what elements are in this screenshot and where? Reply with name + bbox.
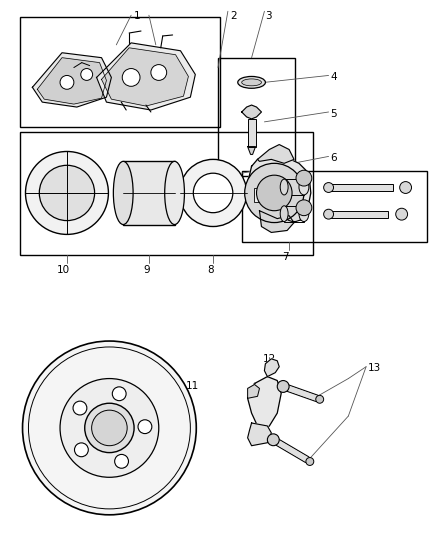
Circle shape: [267, 434, 279, 446]
Circle shape: [60, 76, 74, 89]
Bar: [328, 184, 393, 191]
Ellipse shape: [165, 161, 184, 224]
Polygon shape: [247, 377, 281, 430]
Circle shape: [92, 410, 127, 446]
Ellipse shape: [299, 206, 309, 222]
Circle shape: [151, 64, 167, 80]
Bar: [328, 211, 388, 217]
Circle shape: [316, 395, 324, 403]
Ellipse shape: [299, 179, 309, 195]
Circle shape: [81, 69, 92, 80]
Text: 6: 6: [331, 154, 337, 164]
Circle shape: [138, 420, 152, 434]
Text: 5: 5: [331, 109, 337, 119]
Circle shape: [306, 457, 314, 465]
Circle shape: [277, 381, 289, 392]
Circle shape: [25, 151, 109, 235]
Bar: [284, 206, 304, 222]
Polygon shape: [265, 359, 279, 377]
Circle shape: [193, 173, 233, 213]
Text: 8: 8: [207, 265, 214, 275]
Circle shape: [39, 165, 95, 221]
Circle shape: [257, 175, 292, 211]
Text: 2: 2: [230, 11, 237, 21]
Polygon shape: [37, 58, 106, 104]
Polygon shape: [96, 43, 195, 110]
Text: 9: 9: [143, 265, 150, 275]
Circle shape: [245, 163, 304, 223]
Polygon shape: [258, 144, 294, 163]
Text: 11: 11: [185, 381, 199, 391]
Polygon shape: [247, 147, 255, 155]
Circle shape: [324, 209, 333, 219]
Bar: [242, 171, 427, 243]
Circle shape: [115, 455, 128, 468]
Circle shape: [85, 403, 134, 453]
Bar: [123, 161, 175, 224]
Text: 4: 4: [331, 72, 337, 83]
Bar: [250, 184, 271, 206]
Ellipse shape: [280, 179, 288, 195]
Bar: [20, 132, 313, 255]
Ellipse shape: [242, 79, 261, 86]
Circle shape: [400, 182, 412, 193]
Ellipse shape: [238, 76, 265, 88]
Polygon shape: [247, 155, 311, 225]
Polygon shape: [247, 384, 259, 398]
Circle shape: [180, 159, 247, 227]
Text: 7: 7: [282, 252, 289, 262]
Polygon shape: [259, 211, 294, 232]
Bar: [218, 58, 295, 176]
Text: 10: 10: [57, 265, 70, 275]
Polygon shape: [247, 423, 271, 446]
Text: 13: 13: [368, 363, 381, 373]
Bar: [247, 119, 255, 147]
Circle shape: [396, 208, 408, 220]
Ellipse shape: [284, 206, 304, 222]
Text: 12: 12: [262, 354, 276, 364]
Bar: [284, 179, 304, 195]
Ellipse shape: [280, 206, 288, 222]
Circle shape: [324, 183, 333, 192]
Ellipse shape: [113, 161, 133, 224]
Circle shape: [73, 401, 87, 415]
Ellipse shape: [284, 179, 304, 195]
Text: 1: 1: [134, 11, 141, 21]
Bar: [254, 188, 267, 202]
Circle shape: [296, 170, 312, 186]
Circle shape: [22, 341, 196, 515]
Bar: [20, 17, 220, 127]
Circle shape: [112, 387, 126, 401]
Polygon shape: [102, 48, 188, 106]
Circle shape: [296, 200, 312, 216]
Circle shape: [122, 69, 140, 86]
Polygon shape: [32, 53, 111, 107]
Polygon shape: [242, 105, 261, 119]
Circle shape: [60, 378, 159, 477]
Text: 3: 3: [265, 11, 272, 21]
Circle shape: [74, 443, 88, 457]
